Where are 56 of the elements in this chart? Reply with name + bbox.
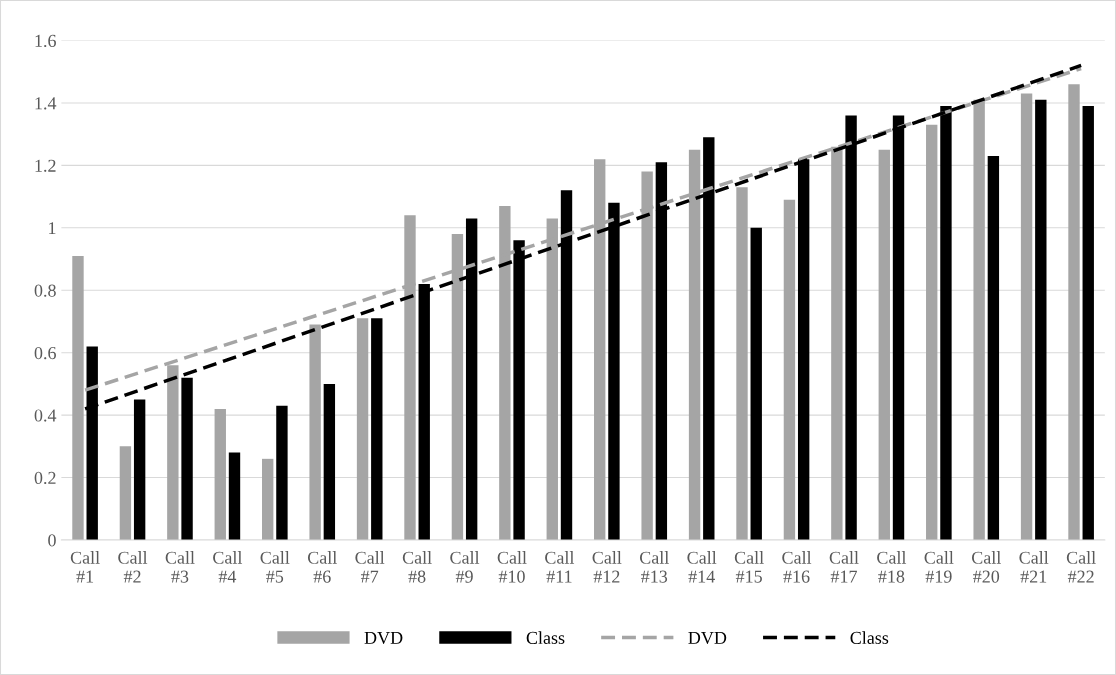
- bar: [133, 399, 146, 540]
- x-tick-label: Call #15: [734, 551, 764, 583]
- x-tick-label: Call #9: [450, 551, 480, 583]
- y-tick-label: 1: [49, 222, 56, 235]
- y-tick-label: 0.4: [34, 409, 57, 422]
- bar: [926, 124, 938, 540]
- legend-label: DVD: [364, 631, 403, 645]
- x-tick-label: Call #13: [639, 551, 669, 583]
- x-tick-label: Call #11: [545, 551, 575, 583]
- bar: [276, 405, 288, 540]
- legend-label: Class: [526, 631, 565, 644]
- bar: [356, 318, 369, 540]
- y-tick-label: 1.4: [35, 97, 57, 110]
- y-tick-label: 0: [48, 534, 56, 547]
- x-tick-label: Call #16: [782, 551, 812, 583]
- x-tick-label: Call #20: [971, 551, 1001, 583]
- x-tick-label: Call #2: [118, 551, 148, 583]
- bar: [181, 377, 193, 540]
- x-tick-label: Call #6: [307, 551, 337, 583]
- x-tick-label: Call #5: [260, 551, 290, 583]
- x-tick-label: Call #18: [877, 551, 907, 583]
- bar: [987, 156, 1000, 540]
- x-tick-label: Call #10: [497, 551, 527, 583]
- bar: [119, 446, 132, 540]
- x-tick-label: Call #1: [70, 551, 100, 583]
- x-tick-label: Call #17: [829, 551, 859, 583]
- bar: [1020, 93, 1033, 540]
- bar: [262, 458, 274, 540]
- bar: [878, 149, 890, 540]
- y-tick-label: 1.2: [35, 159, 56, 172]
- y-tick-label: 0.6: [34, 346, 56, 360]
- bar: [214, 408, 226, 540]
- bar: [309, 324, 321, 540]
- x-tick-label: Call #22: [1066, 551, 1096, 583]
- x-tick-label: Call #14: [687, 551, 717, 583]
- x-tick-label: Call #4: [213, 551, 243, 583]
- y-tick-label: 1.6: [35, 34, 56, 48]
- bar: [1082, 106, 1094, 540]
- bar: [783, 199, 796, 540]
- x-tick-label: Call #8: [402, 551, 432, 583]
- bar: [1068, 84, 1080, 540]
- x-tick-label: Call #21: [1019, 551, 1049, 583]
- bar: [750, 227, 762, 540]
- x-tick-label: Call #7: [355, 551, 385, 583]
- x-tick-label: Call #3: [165, 551, 195, 583]
- legend-label: DVD: [688, 631, 727, 645]
- x-tick-label: Call #12: [592, 551, 622, 583]
- bar: [371, 318, 383, 540]
- legend-label: Class: [850, 631, 889, 644]
- bar: [228, 452, 241, 540]
- bar: [736, 187, 748, 540]
- bar: [323, 383, 336, 540]
- bar: [1035, 99, 1047, 540]
- y-tick-label: 0.8: [34, 284, 56, 297]
- y-tick-label: 0.2: [34, 471, 56, 485]
- x-tick-label: Call #19: [924, 551, 954, 583]
